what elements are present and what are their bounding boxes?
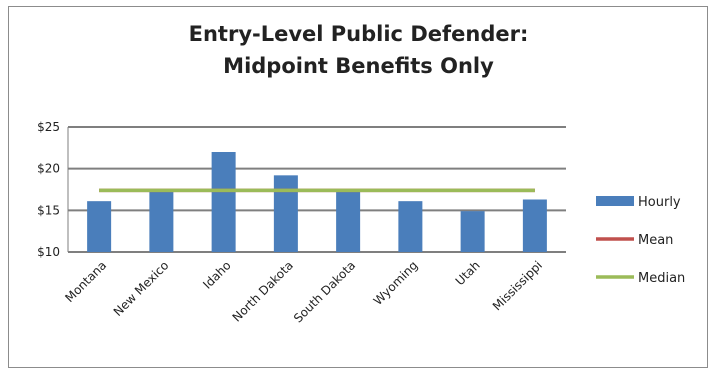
y-tick-label-1: $15 — [37, 203, 60, 217]
chart-frame — [8, 6, 708, 368]
y-tick-label-0: $10 — [37, 245, 60, 259]
x-tick-label-4: South Dakota — [291, 258, 358, 325]
x-tick-label-5: Wyoming — [371, 258, 421, 308]
bar-0 — [87, 201, 112, 252]
x-tick-label-0: Montana — [62, 258, 109, 305]
y-tick-label-2: $20 — [37, 162, 60, 176]
y-tick-label-3: $25 — [37, 120, 60, 134]
x-tick-label-3: North Dakota — [230, 258, 296, 324]
bar-4 — [336, 192, 361, 252]
chart-title-line-2: Midpoint Benefits Only — [223, 54, 494, 78]
bar-6 — [460, 211, 485, 252]
bar-1 — [149, 192, 174, 252]
x-tick-label-7: Mississippi — [490, 258, 545, 313]
legend-label-hourly: Hourly — [638, 195, 681, 210]
legend-swatch-hourly — [596, 196, 634, 206]
x-tick-label-1: New Mexico — [111, 258, 172, 319]
x-tick-label-6: Utah — [453, 258, 483, 288]
legend-label-mean: Mean — [638, 233, 673, 248]
bar-7 — [522, 199, 547, 252]
bar-5 — [398, 201, 423, 252]
legend-label-median: Median — [638, 271, 685, 286]
chart-title: Entry-Level Public Defender: Midpoint Be… — [0, 18, 717, 82]
chart-title-line-1: Entry-Level Public Defender: — [188, 22, 529, 46]
bar-2 — [211, 152, 236, 252]
bar-3 — [273, 175, 298, 252]
x-tick-label-2: Idaho — [200, 258, 234, 292]
